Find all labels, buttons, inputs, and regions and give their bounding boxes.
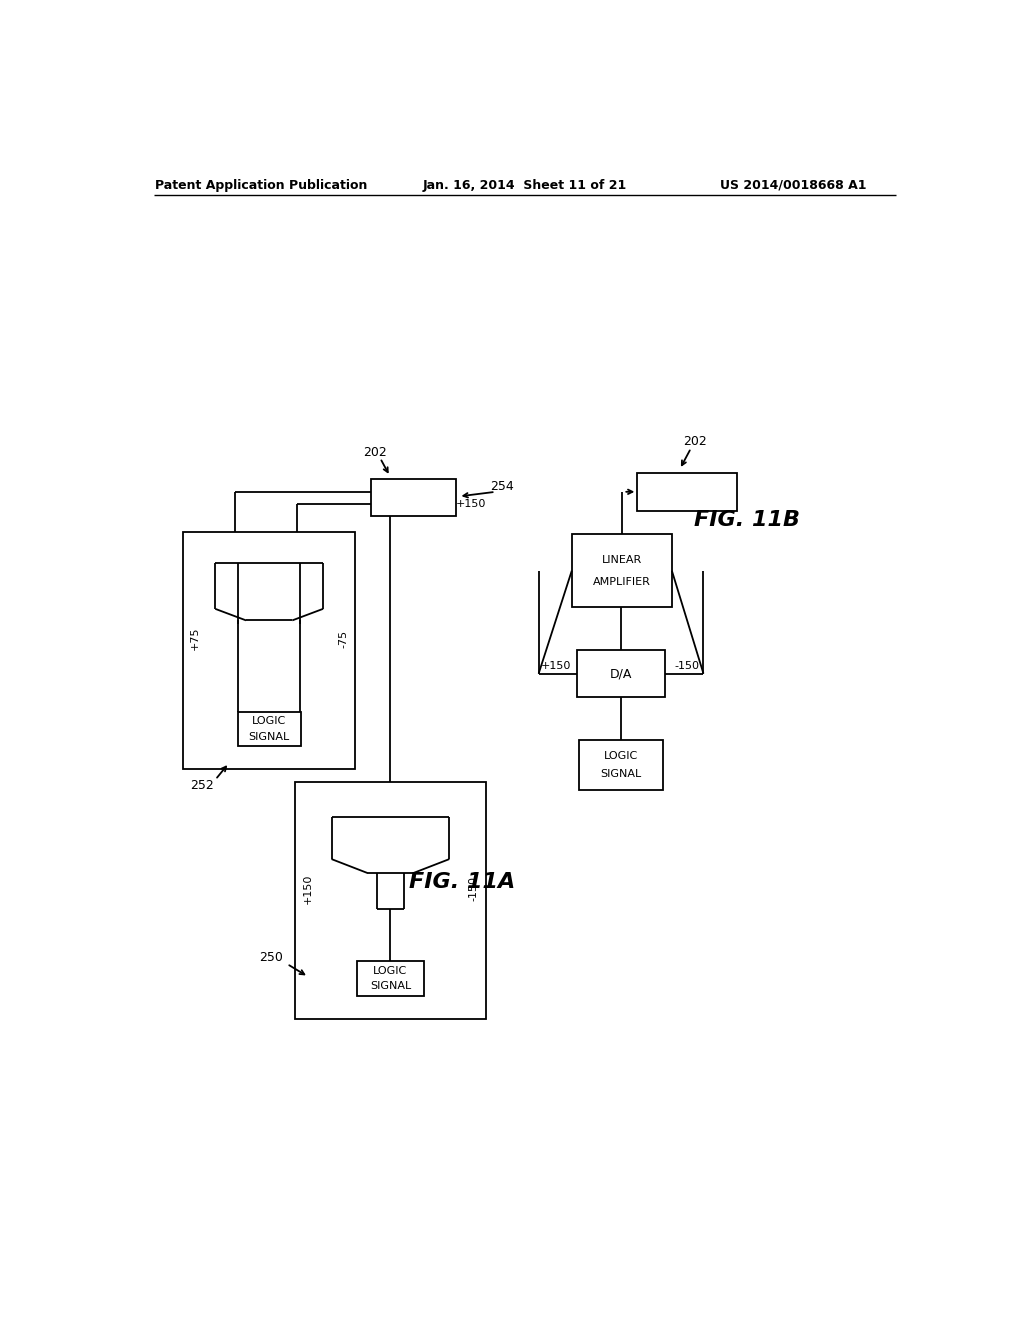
- Bar: [356, 961, 424, 997]
- Text: 250: 250: [259, 952, 284, 964]
- Text: 252: 252: [190, 779, 214, 792]
- Text: 254: 254: [489, 480, 514, 492]
- Text: -150: -150: [468, 876, 478, 902]
- Text: D/A: D/A: [610, 667, 632, 680]
- Text: LOGIC: LOGIC: [252, 717, 287, 726]
- Bar: [295, 781, 486, 1019]
- Text: LINEAR: LINEAR: [602, 554, 642, 565]
- Text: -150: -150: [674, 661, 699, 671]
- Text: AMPLIFIER: AMPLIFIER: [593, 577, 651, 586]
- Text: SIGNAL: SIGNAL: [600, 770, 642, 779]
- Text: FIG. 11B: FIG. 11B: [693, 511, 800, 531]
- Text: US 2014/0018668 A1: US 2014/0018668 A1: [720, 178, 866, 191]
- Bar: [579, 739, 664, 789]
- Text: Patent Application Publication: Patent Application Publication: [156, 178, 368, 191]
- Text: LOGIC: LOGIC: [604, 751, 638, 760]
- Text: Jan. 16, 2014  Sheet 11 of 21: Jan. 16, 2014 Sheet 11 of 21: [423, 178, 627, 191]
- Bar: [371, 479, 456, 516]
- Bar: [578, 649, 665, 697]
- Text: +75: +75: [190, 627, 201, 651]
- Text: 202: 202: [683, 436, 707, 449]
- Text: FIG. 11A: FIG. 11A: [409, 873, 515, 892]
- Bar: [238, 711, 301, 746]
- Bar: [637, 473, 737, 511]
- Bar: [183, 532, 355, 770]
- Text: +150: +150: [303, 874, 312, 904]
- Text: -75: -75: [338, 630, 348, 648]
- Bar: [571, 535, 672, 607]
- Text: +150: +150: [541, 661, 570, 671]
- Text: LOGIC: LOGIC: [374, 966, 408, 975]
- Text: SIGNAL: SIGNAL: [249, 731, 290, 742]
- Text: SIGNAL: SIGNAL: [370, 981, 411, 991]
- Text: 202: 202: [362, 446, 386, 459]
- Text: +150: +150: [456, 499, 486, 510]
